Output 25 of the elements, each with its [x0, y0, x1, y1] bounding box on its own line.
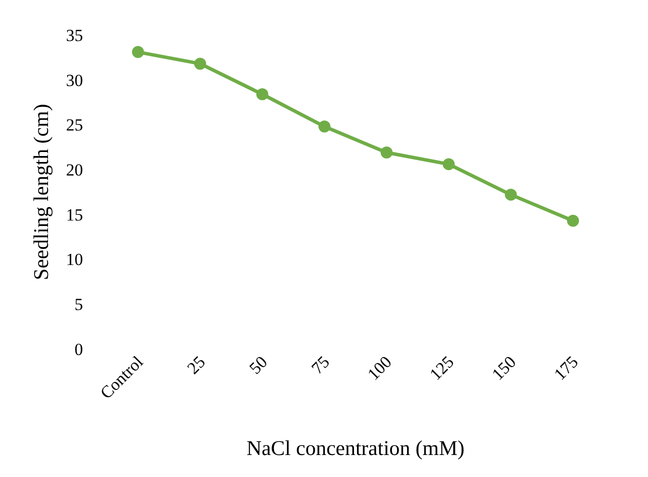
point [318, 120, 330, 133]
x-tick-label: 175 [550, 352, 582, 384]
x-tick-label: 25 [184, 352, 209, 378]
point [132, 46, 144, 58]
x-tick-label: 150 [488, 352, 520, 384]
y-tick-label: 15 [66, 205, 83, 224]
point [442, 158, 455, 170]
point [256, 88, 268, 100]
y-tick-label: 25 [66, 116, 83, 135]
x-axis-title: NaCl concentration (mM) [246, 436, 465, 460]
point [194, 58, 206, 70]
y-tick-label: 20 [66, 160, 83, 180]
x-tick-label: 100 [364, 352, 396, 384]
y-tick-label: 30 [66, 70, 83, 90]
x-tick-label: 50 [246, 352, 272, 378]
x-tick-label: 125 [426, 352, 458, 384]
y-axis-title: Seedling length (cm) [29, 104, 53, 280]
point [504, 188, 517, 201]
point [380, 146, 393, 159]
x-tick-label: 75 [308, 352, 334, 378]
y-tick-label: 5 [74, 295, 83, 314]
point [567, 214, 579, 227]
y-tick-label: 10 [66, 250, 83, 270]
y-tick-label: 35 [66, 26, 83, 45]
y-tick-label: 0 [74, 340, 83, 359]
